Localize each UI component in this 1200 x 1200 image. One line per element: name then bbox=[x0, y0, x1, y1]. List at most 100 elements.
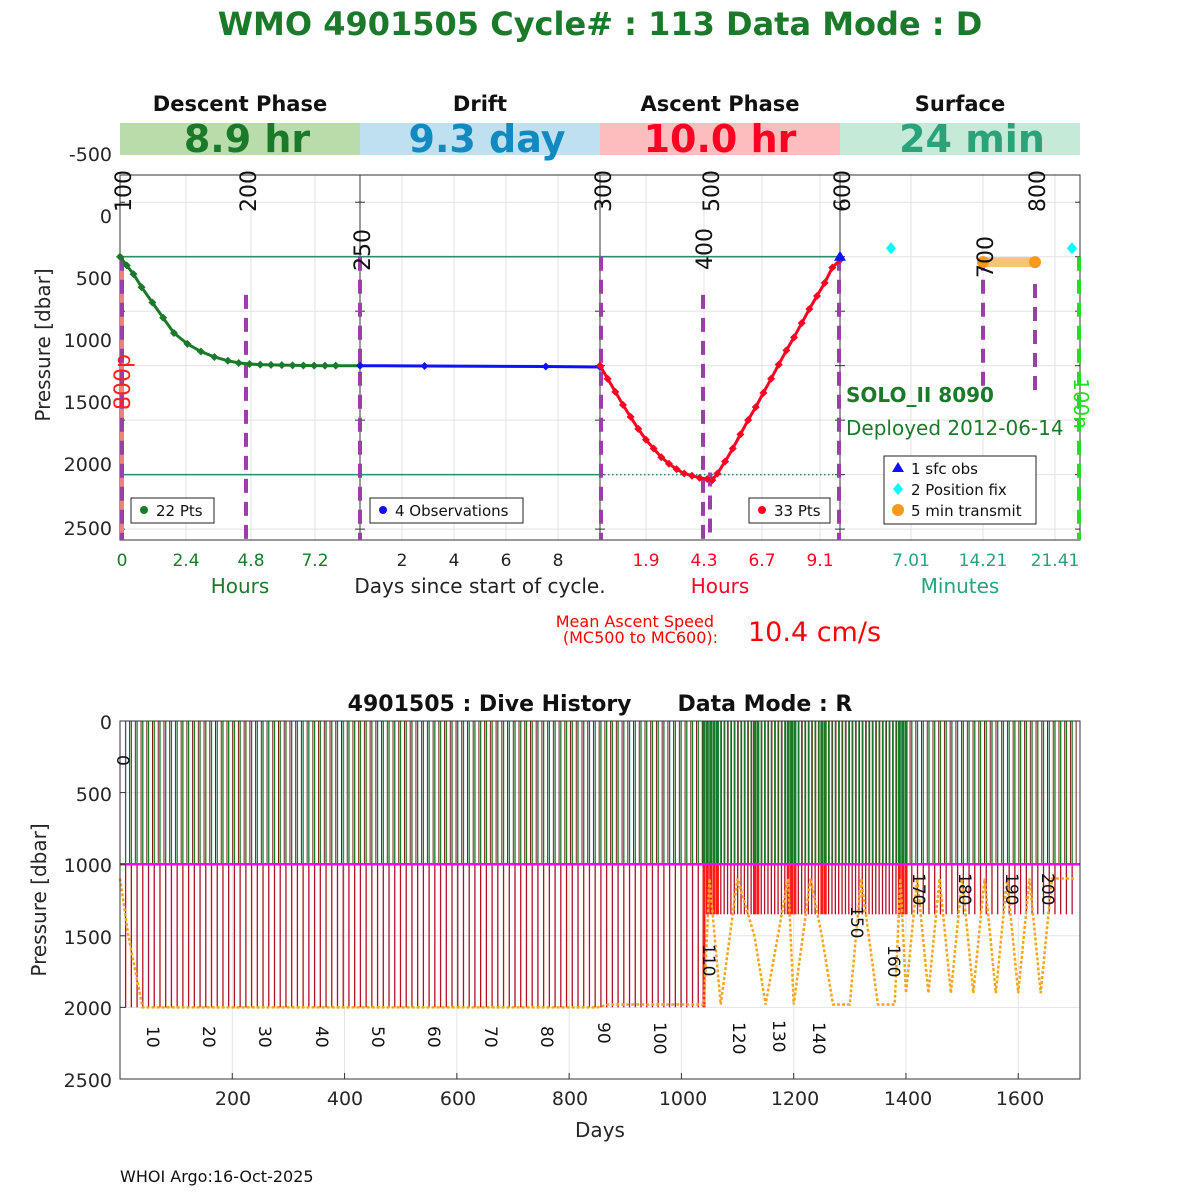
phase-band bbox=[840, 123, 1080, 155]
bottom-xtick: 400 bbox=[327, 1088, 363, 1110]
top-ytick: 1500 bbox=[64, 392, 112, 414]
count-box-frame bbox=[369, 497, 524, 524]
top-ytick: 500 bbox=[76, 268, 112, 290]
ascent-point bbox=[820, 278, 829, 287]
ascent-speed-label-2: (MC500 to MC600): bbox=[563, 628, 718, 647]
top-ylabel: Pressure [dbar] bbox=[31, 268, 55, 421]
drift-xtick: 8 bbox=[553, 551, 564, 571]
descent-xtick: 2.4 bbox=[172, 551, 199, 571]
ascent-point bbox=[672, 465, 681, 474]
mc-label: 250 bbox=[351, 229, 376, 271]
descent-point bbox=[331, 361, 340, 370]
descent-xlabel: Hours bbox=[211, 574, 270, 598]
legend-marker-transmit bbox=[892, 504, 904, 516]
mc-labels: 100 200 250 300 400 500 600 700 800 bbox=[112, 170, 1051, 278]
cycle-label: 0 bbox=[112, 755, 132, 766]
phase-name-ascent: Ascent Phase bbox=[641, 92, 800, 116]
mc-label: 100 bbox=[112, 170, 137, 212]
descent-point bbox=[245, 360, 254, 369]
mc-label: 200 bbox=[237, 170, 262, 212]
float-model: SOLO_II 8090 bbox=[846, 383, 994, 407]
side-label-100n: 100n bbox=[1069, 378, 1093, 429]
bottom-axes bbox=[119, 720, 1081, 1080]
ascent-point bbox=[782, 346, 791, 355]
legend-label-transmit: 5 min transmit bbox=[911, 502, 1022, 520]
cycle-label: 10 bbox=[142, 1026, 162, 1048]
descent-point bbox=[196, 347, 205, 356]
ascent-point bbox=[708, 476, 717, 485]
ascent-point bbox=[641, 435, 650, 444]
cycle-label: 170 bbox=[908, 873, 928, 905]
drift-point bbox=[420, 361, 429, 370]
descent-xtick: 4.8 bbox=[237, 551, 264, 571]
mc-label: 500 bbox=[700, 170, 725, 212]
cycle-label: 80 bbox=[536, 1026, 556, 1048]
descent-point bbox=[137, 283, 146, 292]
ascent-xlabel: Hours bbox=[691, 574, 750, 598]
top-ytick: 1000 bbox=[64, 330, 112, 352]
footer-credit: WHOI Argo:16-Oct-2025 bbox=[120, 1167, 314, 1186]
cycle-label: 180 bbox=[954, 873, 974, 905]
drift-xlabel: Days since start of cycle. bbox=[354, 574, 605, 598]
cycle-label: 60 bbox=[423, 1026, 443, 1048]
count-marker-descent bbox=[140, 506, 148, 514]
count-label-descent: 22 Pts bbox=[156, 502, 203, 520]
side-label-800p: 800p bbox=[111, 354, 136, 410]
ascent-point bbox=[713, 469, 722, 478]
cycle-label: 70 bbox=[480, 1026, 500, 1048]
count-label-ascent: 33 Pts bbox=[774, 502, 821, 520]
sfc-obs-point bbox=[834, 250, 846, 261]
drift-xtick: 6 bbox=[501, 551, 512, 571]
surface-xtick: 14.21 bbox=[959, 551, 1008, 571]
bottom-xtick: 1200 bbox=[771, 1088, 819, 1110]
cycle-label: 110 bbox=[698, 944, 718, 976]
ascent-point bbox=[751, 403, 760, 412]
ascent-xtick: 4.3 bbox=[690, 551, 717, 571]
drift-line bbox=[359, 364, 601, 369]
cycle-label: 90 bbox=[593, 1022, 613, 1044]
ascent-point bbox=[767, 374, 776, 383]
cycle-label: 190 bbox=[1001, 873, 1021, 905]
bottom-marks bbox=[118, 721, 1080, 1009]
descent-point bbox=[288, 361, 297, 370]
descent-xtick: 7.2 bbox=[301, 551, 328, 571]
figure-title: WMO 4901505 Cycle# : 113 Data Mode : D bbox=[218, 5, 983, 43]
cycle-label: 140 bbox=[808, 1022, 828, 1054]
descent-point bbox=[148, 298, 157, 307]
cycle-label: 130 bbox=[768, 1020, 788, 1052]
mc-label: 300 bbox=[592, 170, 617, 212]
ascent-xtick: 6.7 bbox=[748, 551, 775, 571]
descent-point bbox=[210, 352, 219, 361]
descent-point bbox=[169, 328, 178, 337]
transmit-point bbox=[977, 256, 989, 269]
bottom-xtick: 800 bbox=[552, 1088, 588, 1110]
surface-xtick: 7.01 bbox=[892, 551, 930, 571]
count-marker-ascent bbox=[758, 506, 766, 514]
cycle-label: 20 bbox=[198, 1026, 218, 1048]
legend-marker-position-fix bbox=[893, 483, 903, 495]
surface-xlabel: Minutes bbox=[921, 574, 1000, 598]
ascent-point bbox=[649, 444, 658, 453]
cycle-label: 100 bbox=[649, 1022, 669, 1054]
top-ytick: 2000 bbox=[64, 454, 112, 476]
drift-xtick: 2 bbox=[397, 551, 408, 571]
top-y-ticks: -500 0 500 1000 1500 2000 2500 bbox=[64, 144, 112, 540]
ascent-point bbox=[759, 388, 768, 397]
top-ytick: 0 bbox=[100, 206, 112, 228]
mc-label: 700 bbox=[974, 236, 999, 278]
count-marker-drift bbox=[379, 506, 387, 514]
position-fix-point bbox=[1067, 242, 1077, 255]
float-deployed: Deployed 2012-06-14 bbox=[846, 416, 1064, 440]
cycle-label: 200 bbox=[1037, 873, 1057, 905]
ascent-speed-value: 10.4 cm/s bbox=[748, 617, 881, 648]
cycle-label: 40 bbox=[311, 1026, 331, 1048]
phase-name-surface: Surface bbox=[915, 92, 1005, 116]
bottom-x-ticks: 200 400 600 800 1000 1200 1400 1600 bbox=[215, 1088, 1044, 1110]
ascent-point bbox=[611, 387, 620, 396]
descent-point bbox=[129, 270, 138, 279]
ascent-point bbox=[805, 305, 814, 314]
descent-point bbox=[267, 360, 276, 369]
descent-point bbox=[299, 361, 308, 370]
legend-frame bbox=[883, 455, 1037, 525]
top-x-ticks: 0 2.4 4.8 7.2 2 4 6 8 1.9 4.3 6.7 9.1 7.… bbox=[117, 551, 1080, 571]
